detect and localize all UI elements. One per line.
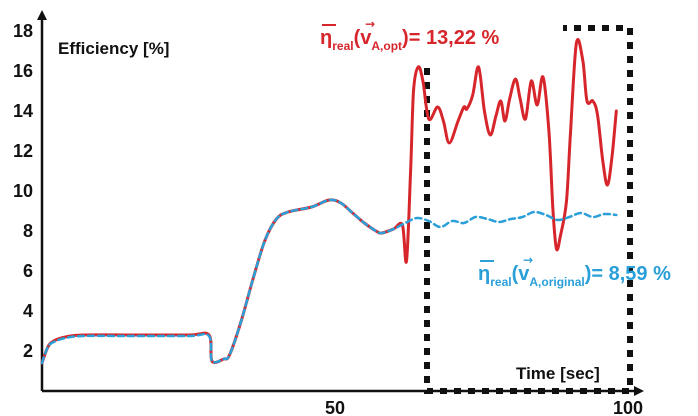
annotation-original-symbol: η: [478, 263, 490, 285]
y-tick-label: 6: [23, 261, 33, 281]
annotation-optimized-vector-subscript: A,opt: [371, 39, 402, 53]
annotation-optimized-subscript: real: [332, 39, 353, 53]
y-tick-label: 4: [23, 301, 33, 321]
y-tick-label: 2: [23, 341, 33, 361]
x-tick-label: 100: [613, 398, 643, 416]
annotation-original-vector-subscript: A,original: [529, 275, 584, 289]
series-layer: [40, 38, 618, 365]
series-line-optimized: [40, 38, 618, 365]
annotation-optimized: ηreal(vA,opt)= 13,22 %: [320, 27, 500, 53]
annotation-optimized-value: = 13,22 %: [409, 27, 500, 49]
annotation-optimized-symbol: η: [320, 27, 332, 49]
y-tick-label: 16: [13, 61, 33, 81]
x-axis-title: Time [sec]: [516, 364, 600, 383]
y-tick-label: 12: [13, 141, 33, 161]
series-line-original: [40, 198, 618, 365]
y-axis-title: Efficiency [%]: [58, 39, 169, 58]
annotation-original-subscript: real: [490, 275, 511, 289]
y-tick-label: 14: [13, 101, 33, 121]
y-axis-ticks: 2 4 6 8 10 12 14 16 18: [13, 21, 33, 361]
annotation-optimized-vector: v: [360, 27, 372, 49]
x-tick-label: 50: [325, 398, 345, 416]
highlight-frame: [424, 25, 633, 394]
x-axis-ticks: 50 100: [325, 398, 643, 416]
y-tick-label: 10: [13, 181, 33, 201]
annotation-original-vector-arrow: →: [523, 253, 533, 267]
annotation-optimized-vector-arrow: →: [365, 17, 375, 31]
y-tick-label: 8: [23, 221, 33, 241]
annotation-original-vector: v: [518, 263, 530, 285]
y-tick-label: 18: [13, 21, 33, 41]
annotation-original: ηreal(vA,original)= 8,59 %: [478, 263, 671, 289]
annotation-original-value: = 8,59 %: [591, 263, 671, 285]
